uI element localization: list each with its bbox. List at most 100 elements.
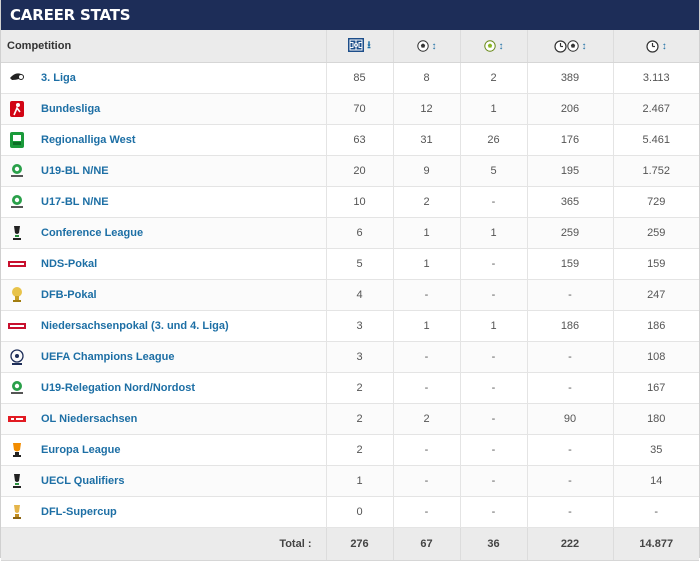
- competition-cell: DFB-Pokal: [1, 279, 326, 311]
- competition-link[interactable]: Europa League: [41, 444, 121, 456]
- goals-cell: 1: [392, 217, 460, 249]
- competition-cell: UECL Qualifiers: [1, 465, 326, 497]
- assists-cell: -: [459, 372, 527, 404]
- appearances-link[interactable]: 10: [353, 196, 366, 208]
- assists-cell: -: [459, 403, 527, 435]
- minutes-per-goal-cell: 90: [526, 403, 613, 435]
- oberliga-logo[interactable]: [7, 409, 27, 429]
- sort-icon[interactable]: ↕: [498, 40, 504, 52]
- appearances-link[interactable]: 3: [356, 320, 363, 332]
- table-row: 3. Liga 85 8 2 389 3.113: [1, 62, 699, 94]
- minutes-played-cell: 2.467: [612, 93, 699, 125]
- assists-cell: -: [459, 248, 527, 280]
- nds-pokal-logo[interactable]: [7, 254, 27, 274]
- sort-icon[interactable]: ↕: [431, 40, 437, 52]
- table-row: U19-BL N/NE 20 9 5 195 1.752: [1, 155, 699, 187]
- assists-cell: -: [459, 434, 527, 466]
- competition-link[interactable]: UEFA Champions League: [41, 351, 175, 363]
- competition-link[interactable]: Conference League: [41, 227, 144, 239]
- minutes-played-cell: 186: [612, 310, 699, 342]
- goals-cell: -: [392, 496, 460, 528]
- minutes-per-goal-cell: 195: [526, 155, 613, 187]
- appearances-link[interactable]: 70: [353, 103, 366, 115]
- appearances-cell: 2: [325, 372, 393, 404]
- conference-league-logo[interactable]: [7, 471, 27, 491]
- appearances-link[interactable]: 6: [356, 227, 363, 239]
- appearances-cell: 70: [325, 93, 393, 125]
- minutes-played-cell: 108: [612, 341, 699, 373]
- goals-cell: 9: [392, 155, 460, 187]
- assists-cell: 5: [459, 155, 527, 187]
- sort-icon[interactable]: ↕: [581, 40, 587, 52]
- competition-link[interactable]: OL Niedersachsen: [41, 413, 138, 425]
- regionalliga-logo[interactable]: [7, 130, 27, 150]
- assists-cell: 2: [459, 62, 527, 94]
- appearances-cell: 6: [325, 217, 393, 249]
- minutes-per-goal-cell: -: [526, 341, 613, 373]
- appearances-cell: 85: [325, 62, 393, 94]
- conference-league-logo[interactable]: [7, 223, 27, 243]
- appearances-link[interactable]: 2: [356, 382, 363, 394]
- appearances-link[interactable]: 2: [356, 413, 363, 425]
- dfb-pokal-logo[interactable]: [7, 285, 27, 305]
- minutes-per-goal-cell: 206: [526, 93, 613, 125]
- appearances-link[interactable]: 20: [353, 165, 366, 177]
- table-row: Bundesliga 70 12 1 206 2.467: [1, 93, 699, 125]
- competition-link[interactable]: Regionalliga West: [41, 134, 136, 146]
- minutes-per-goal-cell: -: [526, 279, 613, 311]
- career-stats-table: Competition ⭳: [1, 30, 699, 561]
- europa-league-logo[interactable]: [7, 440, 27, 460]
- goals-cell: 2: [392, 186, 460, 218]
- competition-link[interactable]: Niedersachsenpokal (3. und 4. Liga): [41, 320, 229, 332]
- junioren-bundesliga-logo[interactable]: [7, 161, 27, 181]
- competition-link[interactable]: DFB-Pokal: [41, 289, 97, 301]
- junioren-bundesliga-logo[interactable]: [7, 378, 27, 398]
- supercup-logo[interactable]: [7, 502, 27, 522]
- competition-cell: Conference League: [1, 217, 326, 249]
- appearances-column-header[interactable]: ⭳: [325, 30, 393, 63]
- minutes-per-goal-column-header[interactable]: ↕: [526, 30, 613, 63]
- sort-desc-icon[interactable]: ⭳: [367, 39, 371, 51]
- competition-link[interactable]: U19-BL N/NE: [41, 165, 109, 177]
- appearances-link[interactable]: 2: [356, 444, 363, 456]
- champions-league-logo[interactable]: [7, 347, 27, 367]
- 3-liga-logo[interactable]: [7, 68, 27, 88]
- table-row: UEFA Champions League 3 - - - 108: [1, 341, 699, 373]
- appearances-link[interactable]: 5: [356, 258, 363, 270]
- competition-cell: Regionalliga West: [1, 124, 326, 156]
- competition-link[interactable]: U19-Relegation Nord/Nordost: [41, 382, 196, 394]
- sort-icon[interactable]: ↕: [661, 40, 667, 52]
- competition-link[interactable]: 3. Liga: [41, 72, 76, 84]
- panel-header: CAREER STATS: [1, 0, 699, 30]
- appearances-link[interactable]: 0: [356, 506, 363, 518]
- competition-link[interactable]: DFL-Supercup: [41, 506, 117, 518]
- minutes-played-cell: 1.752: [612, 155, 699, 187]
- goals-column-header[interactable]: ↕: [392, 30, 460, 63]
- appearances-link[interactable]: 1: [356, 475, 363, 487]
- competition-link[interactable]: U17-BL N/NE: [41, 196, 109, 208]
- football-icon: [566, 40, 579, 52]
- minutes-played-column-header[interactable]: ↕: [612, 30, 699, 63]
- assists-column-header[interactable]: ↕: [459, 30, 527, 63]
- competition-link[interactable]: UECL Qualifiers: [41, 475, 125, 487]
- minutes-per-goal-cell: 186: [526, 310, 613, 342]
- appearances-link[interactable]: 3: [356, 351, 363, 363]
- minutes-played-cell: 167: [612, 372, 699, 404]
- appearances-link[interactable]: 85: [353, 72, 366, 84]
- appearances-link[interactable]: 4: [356, 289, 363, 301]
- competition-cell: U19-BL N/NE: [1, 155, 326, 187]
- assists-cell: 26: [459, 124, 527, 156]
- minutes-per-goal-cell: 365: [526, 186, 613, 218]
- minutes-played-cell: 247: [612, 279, 699, 311]
- appearances-link[interactable]: 63: [353, 134, 366, 146]
- table-header-row: Competition ⭳: [1, 30, 699, 63]
- competition-link[interactable]: NDS-Pokal: [41, 258, 98, 270]
- junioren-bundesliga-logo[interactable]: [7, 192, 27, 212]
- table-row: U17-BL N/NE 10 2 - 365 729: [1, 186, 699, 218]
- nds-pokal-logo[interactable]: [7, 316, 27, 336]
- competition-cell: 3. Liga: [1, 62, 326, 94]
- competition-link[interactable]: Bundesliga: [41, 103, 101, 115]
- minutes-played-cell: 5.461: [612, 124, 699, 156]
- bundesliga-logo[interactable]: [7, 99, 27, 119]
